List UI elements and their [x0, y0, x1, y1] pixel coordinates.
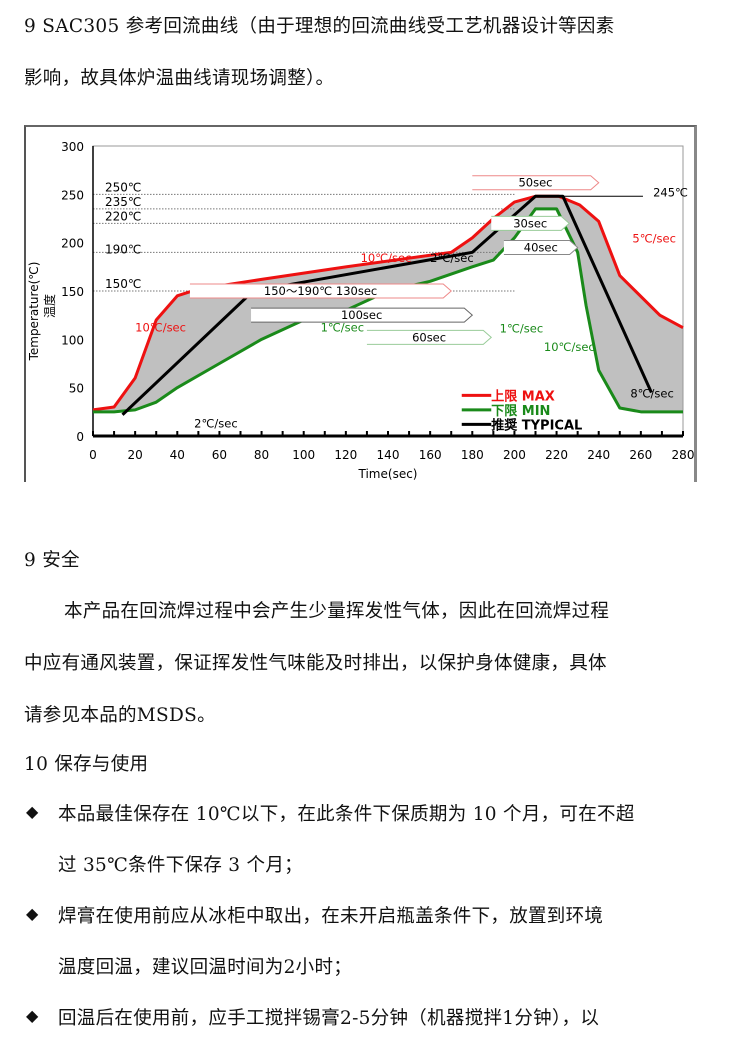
section-heading-line1: 9 SAC305 参考回流曲线（由于理想的回流曲线受工艺机器设计等因素 — [24, 16, 615, 37]
y-tick-label: 150 — [61, 285, 84, 299]
duration-label: 60sec — [412, 330, 446, 344]
y-tick-label: 50 — [69, 382, 84, 396]
duration-arrow — [366, 329, 493, 345]
x-tick-label: 100 — [292, 448, 315, 462]
x-tick-label: 40 — [170, 448, 185, 462]
x-tick-label: 240 — [587, 448, 610, 462]
section10-title: 10 保存与使用 — [24, 754, 149, 775]
diamond-bullet-icon: ◆ — [26, 904, 39, 923]
x-tick-label: 20 — [128, 448, 143, 462]
slope-annotation: 1℃/sec — [321, 321, 365, 335]
section9-title: 9 安全 — [24, 550, 80, 571]
slope-annotation: 245℃ — [653, 185, 688, 199]
slope-annotation: 2℃/sec — [194, 416, 238, 430]
x-tick-label: 260 — [629, 448, 652, 462]
x-tick-label: 200 — [503, 448, 526, 462]
reflow-profile-chart: 250℃ 235℃ 220℃ 190℃ 150℃ 0 20 40 60 80 100 120 140 16… — [24, 125, 697, 482]
slope-annotation: 10℃/sec — [135, 321, 186, 335]
ref-line-label: 190℃ — [105, 242, 141, 256]
ref-line-label: 235℃ — [105, 195, 141, 209]
duration-arrow — [189, 283, 452, 299]
slope-annotation: 10℃/sec — [544, 340, 595, 354]
duration-arrow — [472, 175, 600, 191]
y-tick-label: 200 — [61, 237, 84, 251]
legend-label: 上限 MAX — [491, 389, 555, 404]
x-tick-label: 60 — [212, 448, 227, 462]
slope-annotation: 5℃/sec — [632, 232, 676, 246]
y-tick-label: 250 — [61, 188, 84, 202]
diamond-bullet-icon: ◆ — [26, 1006, 39, 1025]
section9-para-line: 中应有通风装置，保证挥发性气味能及时排出，以保护身体健康，具体 — [24, 653, 607, 674]
x-axis-label: Time(sec) — [358, 467, 418, 481]
x-tick-label: 0 — [89, 448, 97, 462]
y-axis-label: Temperature(℃) — [27, 262, 41, 362]
duration-label: 100sec — [341, 308, 382, 322]
duration-arrow — [503, 240, 579, 255]
bullet-line: 过 35℃条件下保存 3 个月； — [58, 855, 303, 876]
y-tick-label: 300 — [61, 140, 84, 154]
series-line-min — [93, 207, 683, 414]
bullet-line: 焊膏在使用前应从冰柜中取出，在未开启瓶盖条件下，放置到环境 — [58, 906, 604, 927]
ref-line-label: 220℃ — [105, 209, 141, 223]
x-tick-label: 280 — [672, 448, 694, 462]
duration-label: 30sec — [513, 216, 547, 230]
x-tick-label: 180 — [461, 448, 484, 462]
bullet-line: 温度回温，建议回温时间为2小时； — [58, 957, 353, 978]
diamond-bullet-icon: ◆ — [26, 802, 39, 821]
slope-annotation: 8℃/sec — [630, 386, 674, 400]
ref-line-label: 250℃ — [105, 180, 141, 194]
bullet-line: 本品最佳保存在 10℃以下，在此条件下保质期为 10 个月，可在不超 — [58, 804, 635, 825]
bullet-line: 回温后在使用前，应手工搅拌锡膏2-5分钟（机器搅拌1分钟），以 — [58, 1008, 600, 1029]
y-tick-label: 100 — [61, 333, 84, 347]
y-axis-label-cn: 温度 — [42, 294, 57, 318]
ref-line-label: 150℃ — [105, 277, 141, 291]
duration-label: 40sec — [524, 241, 558, 255]
y-tick-label: 0 — [76, 430, 84, 444]
slope-annotation: 10℃/sec — [361, 251, 412, 265]
section9-para-line: 请参见本品的MSDS。 — [24, 705, 216, 726]
series-line-max — [92, 194, 684, 412]
legend-label: 下限 MIN — [491, 404, 550, 419]
x-tick-label: 140 — [377, 448, 400, 462]
x-tick-label: 160 — [419, 448, 442, 462]
tolerance-band — [93, 196, 683, 412]
duration-label: 150～190℃ 130sec — [264, 284, 377, 298]
x-tick-label: 220 — [545, 448, 568, 462]
x-tick-label: 120 — [334, 448, 357, 462]
duration-label: 50sec — [518, 176, 552, 190]
section9-para-line: 本产品在回流焊过程中会产生少量挥发性气体，因此在回流焊过程 — [64, 601, 610, 622]
section-heading-line2: 影响，故具体炉温曲线请现场调整）。 — [24, 68, 335, 89]
legend-label: 推奨 TYPICAL — [491, 417, 582, 433]
duration-arrow — [491, 215, 570, 231]
x-tick-label: 80 — [254, 448, 269, 462]
slope-annotation: 1℃/sec — [500, 322, 544, 336]
duration-arrow — [251, 307, 474, 323]
slope-annotation: 2℃/sec — [430, 251, 474, 265]
